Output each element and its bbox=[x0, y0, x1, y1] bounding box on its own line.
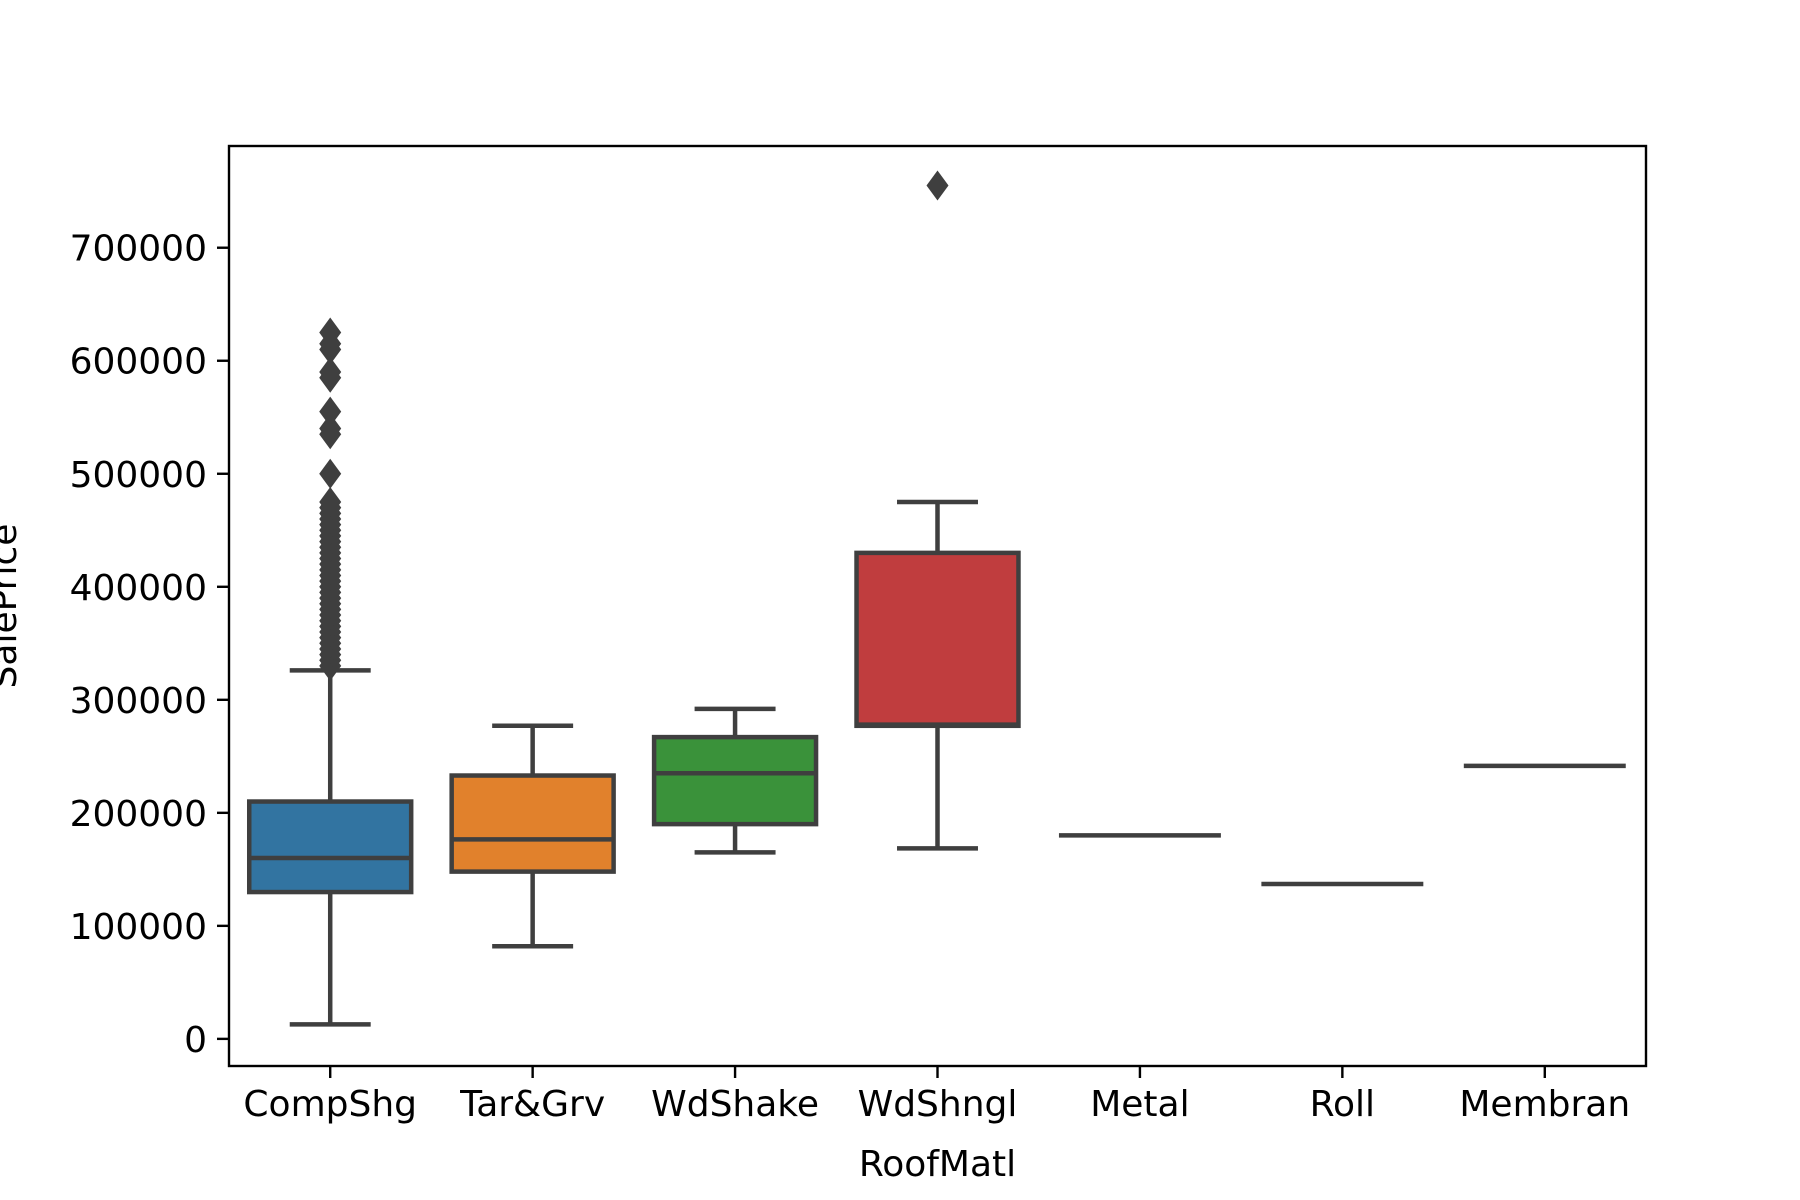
y-tick-label: 300000 bbox=[70, 681, 207, 722]
y-tick-label: 0 bbox=[184, 1020, 207, 1061]
iqr-box bbox=[854, 550, 1021, 729]
x-tick-label: CompShg bbox=[243, 1084, 417, 1125]
outlier-point bbox=[319, 487, 342, 518]
outlier-point bbox=[319, 458, 342, 489]
y-axis-label: SalePrice bbox=[0, 524, 25, 689]
box-wdshngl bbox=[854, 170, 1021, 851]
y-axis: 0 100000 200000 300000 400000 500000 600000 700… bbox=[70, 229, 229, 1061]
y-tick-label: 600000 bbox=[70, 342, 207, 383]
y-tick-label: 500000 bbox=[70, 455, 207, 496]
outlier-point bbox=[319, 317, 342, 348]
iqr-box bbox=[651, 734, 819, 827]
x-tick-label: Metal bbox=[1090, 1084, 1189, 1125]
box-wdshake bbox=[651, 706, 819, 855]
y-tick-label: 400000 bbox=[70, 568, 207, 609]
y-tick-label: 700000 bbox=[70, 229, 207, 270]
iqr-box bbox=[246, 799, 414, 895]
outlier-point bbox=[319, 357, 342, 388]
x-tick-label: Tar&Grv bbox=[459, 1084, 605, 1125]
outlier-point bbox=[319, 396, 342, 427]
y-tick-label: 200000 bbox=[70, 794, 207, 835]
x-tick-label: Roll bbox=[1310, 1084, 1375, 1125]
outlier-point bbox=[319, 413, 342, 444]
x-axis-label: RoofMatl bbox=[859, 1144, 1016, 1185]
x-axis: CompShg Tar&Grv WdShake WdShngl Metal Roll Mem… bbox=[243, 1066, 1630, 1125]
iqr-box bbox=[449, 773, 616, 874]
x-tick-label: WdShngl bbox=[858, 1084, 1018, 1125]
x-tick-label: WdShake bbox=[651, 1084, 819, 1125]
box-tar-grv bbox=[449, 723, 616, 949]
box-compshg bbox=[246, 317, 414, 1027]
y-tick-label: 100000 bbox=[70, 907, 207, 948]
plot-area bbox=[246, 170, 1626, 1027]
x-tick-label: Membran bbox=[1459, 1084, 1630, 1125]
outlier-point bbox=[926, 170, 949, 201]
